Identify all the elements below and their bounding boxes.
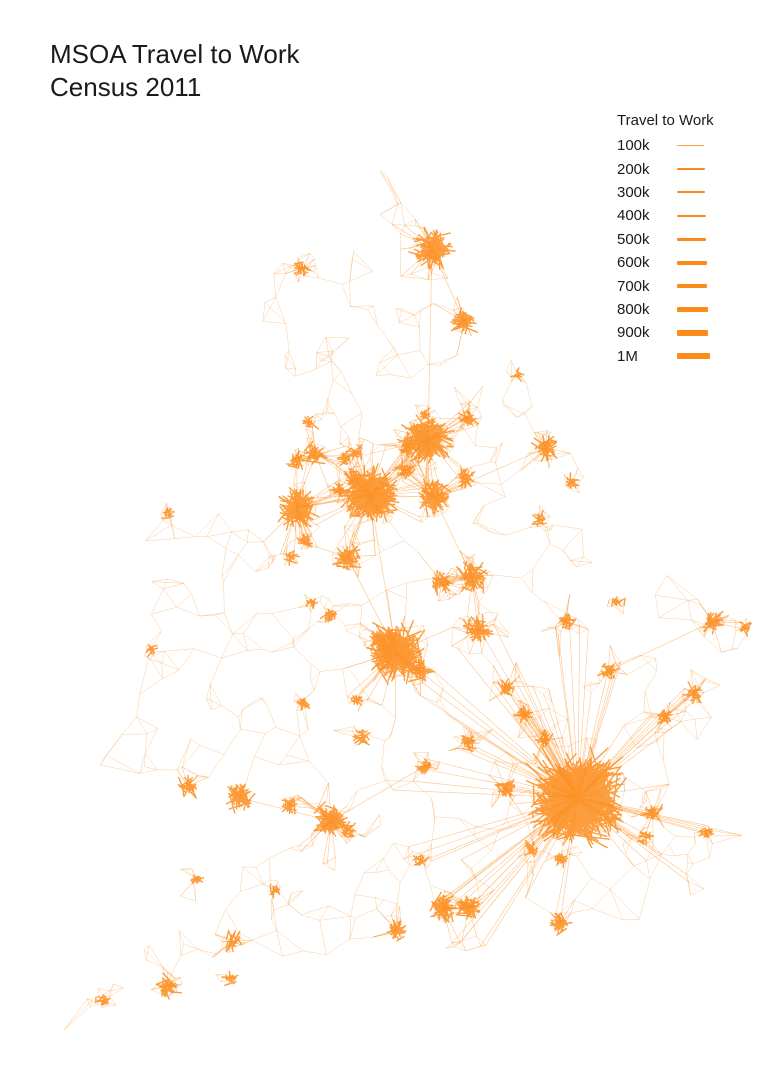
legend-swatch-container: [677, 191, 727, 194]
line-width-swatch: [677, 145, 704, 147]
legend-item: 700k: [617, 274, 727, 297]
legend-item: 600k: [617, 251, 727, 274]
legend-item: 900k: [617, 321, 727, 344]
legend-swatch-container: [677, 260, 727, 265]
legend-item-label: 200k: [617, 160, 650, 178]
legend-swatch-container: [677, 329, 727, 336]
legend-swatch-container: [677, 214, 727, 218]
legend-swatch-container: [677, 168, 727, 170]
legend-item-label: 300k: [617, 183, 650, 201]
line-width-swatch: [677, 260, 707, 265]
legend-item: 1M: [617, 345, 727, 368]
line-width-swatch: [677, 306, 708, 312]
legend-items: 100k 200k 300k 400k 500k 600k 70: [617, 134, 727, 368]
legend-swatch-container: [677, 237, 727, 241]
title-line-2: Census 2011: [50, 72, 202, 102]
legend-item-label: 500k: [617, 230, 650, 248]
page-title: MSOA Travel to Work Census 2011: [50, 38, 299, 104]
legend-item: 200k: [617, 157, 727, 180]
legend-item: 300k: [617, 181, 727, 204]
legend-swatch-container: [677, 283, 727, 289]
title-line-1: MSOA Travel to Work: [50, 39, 300, 69]
legend-item-label: 700k: [617, 277, 650, 295]
line-width-swatch: [677, 283, 707, 289]
flow-lines: [94, 226, 752, 1006]
legend-title: Travel to Work: [617, 112, 714, 129]
legend-item-label: 900k: [617, 324, 650, 342]
legend-swatch-container: [677, 352, 727, 360]
legend-swatch-container: [677, 306, 727, 312]
legend-item: 400k: [617, 204, 727, 227]
legend-swatch-container: [677, 145, 727, 147]
line-width-swatch: [677, 352, 710, 360]
line-width-swatch: [677, 214, 706, 218]
legend-item-label: 100k: [617, 137, 650, 155]
legend-item-label: 600k: [617, 254, 650, 272]
legend-item-label: 800k: [617, 300, 650, 318]
line-width-swatch: [677, 168, 705, 170]
legend: Travel to Work 100k 200k 300k 400k 500k …: [617, 110, 727, 368]
line-width-swatch: [677, 329, 708, 336]
legend-item-label: 1M: [617, 347, 638, 365]
legend-item-label: 400k: [617, 207, 650, 225]
line-width-swatch: [677, 237, 706, 241]
legend-item: 800k: [617, 298, 727, 321]
legend-item: 500k: [617, 228, 727, 251]
line-width-swatch: [677, 191, 705, 194]
legend-item: 100k: [617, 134, 727, 157]
